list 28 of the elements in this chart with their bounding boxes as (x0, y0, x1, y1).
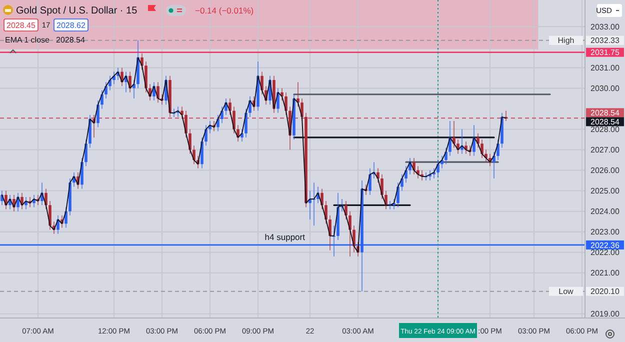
line-series (2, 56, 506, 253)
y-tick-label: 2023.00 (590, 228, 620, 237)
text: EMA 1 close (5, 35, 50, 44)
ref-line-label: 2022.36 (590, 240, 620, 250)
ref-line-label: 2031.75 (590, 48, 620, 58)
annotation: 2028.54 (56, 35, 86, 44)
y-tick-label: 2031.00 (590, 64, 620, 73)
y-tick-label: 2022.00 (590, 248, 620, 258)
text: Gold Spot / U.S. Dollar · 15 (16, 6, 138, 16)
ref-line-label: 2032.33 (590, 36, 620, 46)
annotation: 2028.45 (6, 20, 36, 30)
y-tick-label: 2025.00 (590, 186, 620, 196)
text: 2028.54 (590, 117, 620, 126)
y-tick-label: 2027.00 (590, 146, 620, 155)
y-tick-label: 2021.00 (590, 268, 620, 278)
annotation: High (558, 36, 574, 46)
annotation: h4 support (264, 232, 306, 242)
y-tick-label: 2019.00 (590, 310, 620, 319)
y-tick-label: 2028.00 (590, 125, 620, 134)
annotation: −0.14 (−0.01%) (195, 5, 254, 16)
y-tick-label: 2030.00 (590, 84, 620, 94)
y-tick-label: 2024.00 (590, 207, 620, 216)
y-tick-label: 2033.00 (590, 22, 620, 32)
y-tick-label: 2026.00 (590, 166, 620, 176)
ref-line-label: 2020.10 (590, 287, 620, 296)
annotation: 2028.62 (56, 20, 86, 30)
annotation: Low (558, 287, 574, 296)
ref-line-label: 2028.54 (590, 108, 620, 118)
